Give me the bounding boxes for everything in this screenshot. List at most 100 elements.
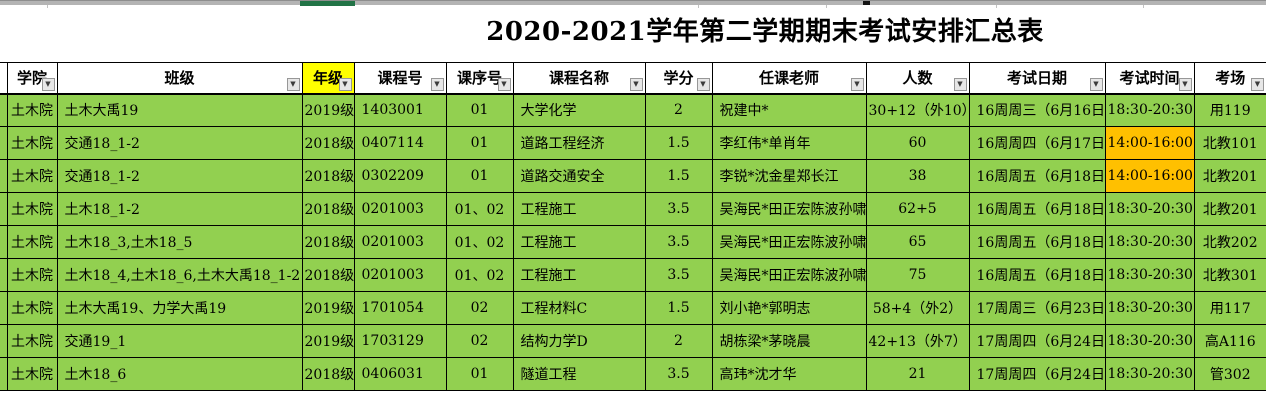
cell-class[interactable]: 土木大禹19 [56, 93, 303, 127]
cell-exam_date[interactable]: 16周周五（6月18日） [968, 225, 1106, 259]
cell-teacher[interactable]: 吴海民*田正宏陈波孙啸 [711, 192, 867, 226]
cell-course_no[interactable]: 0302209 [353, 159, 447, 193]
cell-section_no[interactable]: 02 [445, 291, 514, 325]
filter-dropdown-button-exam_time[interactable]: ▼ [1178, 77, 1192, 91]
cell-section_no[interactable]: 01 [445, 126, 514, 160]
cell-teacher[interactable]: 吴海民*田正宏陈波孙啸 [711, 258, 867, 292]
cell-section_no[interactable]: 01 [445, 159, 514, 193]
header-cell-college[interactable]: 学院 ▼ [6, 62, 58, 95]
cell-course_no[interactable]: 1701054 [353, 291, 447, 325]
cell-course_name[interactable]: 道路工程经济 [512, 126, 646, 160]
header-cell-course_name[interactable]: 课程名称 ▼ [512, 62, 646, 95]
cell-exam_time[interactable]: 18:30-20:30 [1104, 93, 1195, 127]
cell-room[interactable]: 北教202 [1193, 225, 1266, 259]
cell-course_no[interactable]: 0201003 [353, 225, 447, 259]
cell-class[interactable]: 土木18_4,土木18_6,土木大禹18_1-2 [56, 258, 303, 292]
cell-count[interactable]: 60 [865, 126, 970, 160]
cell-credits[interactable]: 2 [644, 324, 713, 358]
cell-college[interactable]: 土木院 [6, 192, 58, 226]
cell-exam_date[interactable]: 17周周四（6月24日） [968, 357, 1106, 391]
cell-grade[interactable]: 2018级 [301, 258, 355, 292]
cell-room[interactable]: 高A116 [1193, 324, 1266, 358]
cell-course_name[interactable]: 道路交通安全 [512, 159, 646, 193]
cell-exam_date[interactable]: 16周周五（6月18日） [968, 192, 1106, 226]
cell-section_no[interactable]: 01、02 [445, 225, 514, 259]
cell-course_name[interactable]: 大学化学 [512, 93, 646, 127]
cell-class[interactable]: 土木18_6 [56, 357, 303, 391]
cell-credits[interactable]: 1.5 [644, 126, 713, 160]
filter-dropdown-button-class[interactable]: ▼ [286, 77, 300, 91]
filter-dropdown-button-grade[interactable]: ▼ [338, 77, 352, 91]
cell-teacher[interactable]: 刘小艳*郭明志 [711, 291, 867, 325]
cell-exam_time[interactable]: 18:30-20:30 [1104, 225, 1195, 259]
cell-class[interactable]: 交通18_1-2 [56, 159, 303, 193]
cell-course_name[interactable]: 工程施工 [512, 225, 646, 259]
header-cell-teacher[interactable]: 任课老师 ▼ [711, 62, 867, 95]
cell-teacher[interactable]: 祝建中* [711, 93, 867, 127]
cell-course_no[interactable]: 0201003 [353, 258, 447, 292]
header-cell-grade[interactable]: 年级 ▼ [301, 62, 355, 95]
cell-room[interactable]: 北教101 [1193, 126, 1266, 160]
cell-exam_time[interactable]: 14:00-16:00 [1104, 126, 1195, 160]
cell-exam_time[interactable]: 18:30-20:30 [1104, 291, 1195, 325]
cell-teacher[interactable]: 吴海民*田正宏陈波孙啸 [711, 225, 867, 259]
cell-count[interactable]: 38 [865, 159, 970, 193]
filter-dropdown-button-course_no[interactable]: ▼ [430, 77, 444, 91]
header-cell-count[interactable]: 人数 ▼ [865, 62, 970, 95]
filter-dropdown-button-teacher[interactable]: ▼ [850, 77, 864, 91]
cell-course_no[interactable]: 0406031 [353, 357, 447, 391]
cell-grade[interactable]: 2019级 [301, 291, 355, 325]
cell-exam_date[interactable]: 16周周四（6月17日） [968, 126, 1106, 160]
header-cell-class[interactable]: 班级 ▼ [56, 62, 303, 95]
cell-exam_date[interactable]: 16周周五（6月18日） [968, 258, 1106, 292]
cell-count[interactable]: 58+4（外2） [865, 291, 970, 325]
cell-course_no[interactable]: 0407114 [353, 126, 447, 160]
cell-credits[interactable]: 3.5 [644, 192, 713, 226]
cell-credits[interactable]: 3.5 [644, 258, 713, 292]
cell-grade[interactable]: 2018级 [301, 192, 355, 226]
cell-count[interactable]: 42+13（外7） [865, 324, 970, 358]
cell-exam_time[interactable]: 14:00-16:00 [1104, 159, 1195, 193]
cell-room[interactable]: 北教201 [1193, 192, 1266, 226]
cell-course_name[interactable]: 结构力学D [512, 324, 646, 358]
cell-class[interactable]: 土木18_3,土木18_5 [56, 225, 303, 259]
cell-course_no[interactable]: 1703129 [353, 324, 447, 358]
filter-dropdown-button-exam_date[interactable]: ▼ [1089, 77, 1103, 91]
cell-section_no[interactable]: 01、02 [445, 192, 514, 226]
header-cell-exam_time[interactable]: 考试时间 ▼ [1104, 62, 1195, 95]
cell-room[interactable]: 用117 [1193, 291, 1266, 325]
filter-dropdown-button-room[interactable]: ▼ [1251, 77, 1264, 91]
cell-credits[interactable]: 3.5 [644, 357, 713, 391]
header-cell-section_no[interactable]: 课序号 ▼ [445, 62, 514, 95]
header-cell-room[interactable]: 考场 ▼ [1193, 62, 1266, 95]
cell-exam_date[interactable]: 16周周三（6月16日） [968, 93, 1106, 127]
cell-exam_date[interactable]: 16周周五（6月18日） [968, 159, 1106, 193]
header-cell-course_no[interactable]: 课程号 ▼ [353, 62, 447, 95]
cell-grade[interactable]: 2019级 [301, 324, 355, 358]
filter-dropdown-button-count[interactable]: ▼ [953, 77, 967, 91]
cell-exam_time[interactable]: 18:30-20:30 [1104, 258, 1195, 292]
cell-credits[interactable]: 1.5 [644, 159, 713, 193]
cell-course_name[interactable]: 隧道工程 [512, 357, 646, 391]
cell-exam_date[interactable]: 17周周四（6月24日） [968, 324, 1106, 358]
cell-college[interactable]: 土木院 [6, 126, 58, 160]
cell-teacher[interactable]: 李红伟*单肖年 [711, 126, 867, 160]
cell-exam_time[interactable]: 18:30-20:30 [1104, 357, 1195, 391]
cell-college[interactable]: 土木院 [6, 93, 58, 127]
filter-dropdown-button-course_name[interactable]: ▼ [629, 77, 643, 91]
cell-course_name[interactable]: 工程材料C [512, 291, 646, 325]
cell-section_no[interactable]: 01 [445, 93, 514, 127]
cell-grade[interactable]: 2019级 [301, 93, 355, 127]
cell-room[interactable]: 管302 [1193, 357, 1266, 391]
cell-count[interactable]: 30+12（外10） [865, 93, 970, 127]
cell-grade[interactable]: 2018级 [301, 126, 355, 160]
cell-class[interactable]: 土木大禹19、力学大禹19 [56, 291, 303, 325]
cell-exam_time[interactable]: 18:30-20:30 [1104, 192, 1195, 226]
cell-college[interactable]: 土木院 [6, 258, 58, 292]
cell-grade[interactable]: 2018级 [301, 357, 355, 391]
cell-teacher[interactable]: 胡栋梁*茅晓晨 [711, 324, 867, 358]
cell-course_name[interactable]: 工程施工 [512, 258, 646, 292]
cell-course_no[interactable]: 1403001 [353, 93, 447, 127]
cell-credits[interactable]: 2 [644, 93, 713, 127]
cell-teacher[interactable]: 高玮*沈才华 [711, 357, 867, 391]
